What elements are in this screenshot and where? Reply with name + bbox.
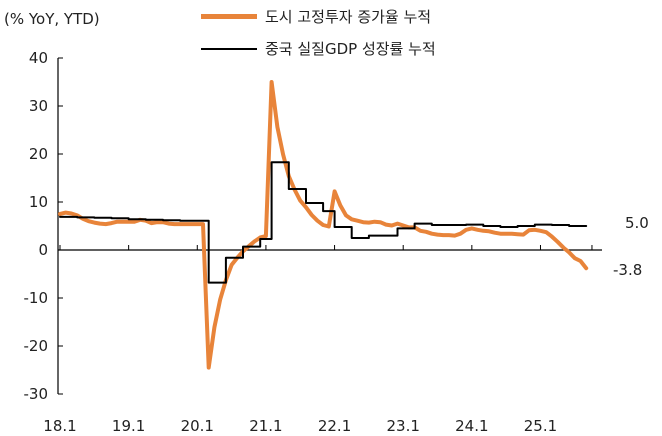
y-tick-label: 30 [29,97,48,115]
y-tick-label: 40 [29,49,48,67]
legend-label-fai: 도시 고정투자 증가율 누적 [265,8,432,26]
series-line-fai [58,80,589,370]
x-tick-label: 25.1 [524,417,557,435]
x-tick-label: 20.1 [181,417,214,435]
legend-swatch-gdp [201,47,257,50]
chart-axes [57,57,602,395]
y-axis-unit-label: (% YoY, YTD) [4,10,100,28]
legend-label-gdp: 중국 실질GDP 성장률 누적 [265,40,436,58]
chart-labels: 40 30 20 10 0 -10 -20 -30 18.1 19.1 20.1 21.1 22.1 23… [24,49,649,435]
x-tick-label: 24.1 [455,417,488,435]
x-tick-label: 23.1 [386,417,419,435]
x-tick-label: 19.1 [112,417,145,435]
x-tick-label: 18.1 [43,417,76,435]
chart-series [58,80,589,370]
y-tick-label: 0 [38,241,48,259]
legend-swatch-fai [201,14,257,19]
y-tick-label: 20 [29,145,48,163]
y-tick-label: -30 [24,385,49,403]
legend-item-fai: 도시 고정투자 증가율 누적 [201,6,431,27]
x-tick-label: 22.1 [318,417,351,435]
end-label-fai: -3.8 [613,261,642,279]
end-label-gdp: 5.0 [625,214,649,232]
legend-item-gdp: 중국 실질GDP 성장률 누적 [201,38,436,59]
y-tick-label: -20 [24,337,49,355]
x-tick-label: 21.1 [249,417,282,435]
y-tick-label: -10 [24,289,49,307]
series-line-gdp [59,161,588,284]
y-tick-label: 10 [29,193,48,211]
